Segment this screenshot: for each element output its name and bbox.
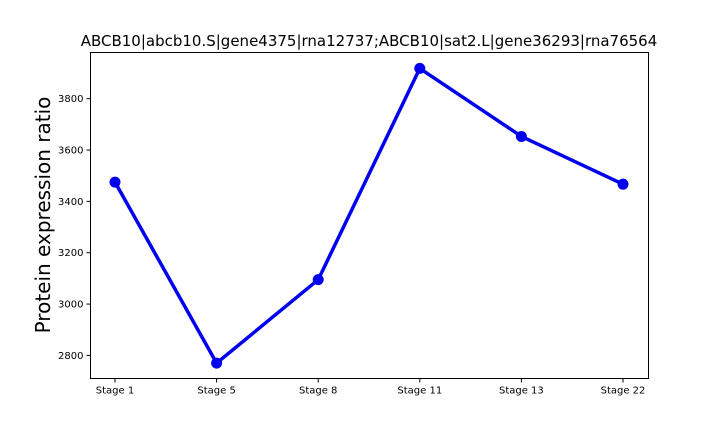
data-point (312, 274, 324, 286)
x-tick-label: Stage 13 (499, 386, 544, 397)
y-axis-ticks: 2800 3000 3200 3400 3600 3800 (58, 94, 91, 362)
x-axis-ticks: Stage 1 Stage 5 Stage 8 Stage 11 Stage 13 Sta… (96, 378, 646, 397)
plot-area-frame (90, 52, 649, 379)
x-tick-label: Stage 5 (197, 386, 235, 397)
data-point (109, 176, 121, 188)
chart-title: ABCB10|abcb10.S|gene4375|rna12737;ABCB10… (81, 32, 658, 50)
y-tick-label: 2800 (58, 351, 83, 362)
y-tick-label: 3800 (58, 94, 83, 105)
y-tick-label: 3600 (58, 146, 83, 157)
series-line (113, 66, 625, 365)
x-tick-label: Stage 22 (601, 386, 646, 397)
series-layer (109, 62, 629, 369)
data-point (211, 357, 223, 369)
data-point (617, 178, 629, 190)
x-tick-label: Stage 8 (299, 386, 337, 397)
x-tick-label: Stage 1 (96, 386, 134, 397)
y-tick-label: 3200 (58, 248, 83, 259)
x-tick-label: Stage 11 (397, 386, 442, 397)
data-point (414, 62, 426, 74)
data-point (515, 130, 527, 142)
y-tick-label: 3000 (58, 300, 83, 311)
y-axis-label: Protein expression ratio (31, 97, 55, 334)
y-tick-label: 3400 (58, 197, 83, 208)
